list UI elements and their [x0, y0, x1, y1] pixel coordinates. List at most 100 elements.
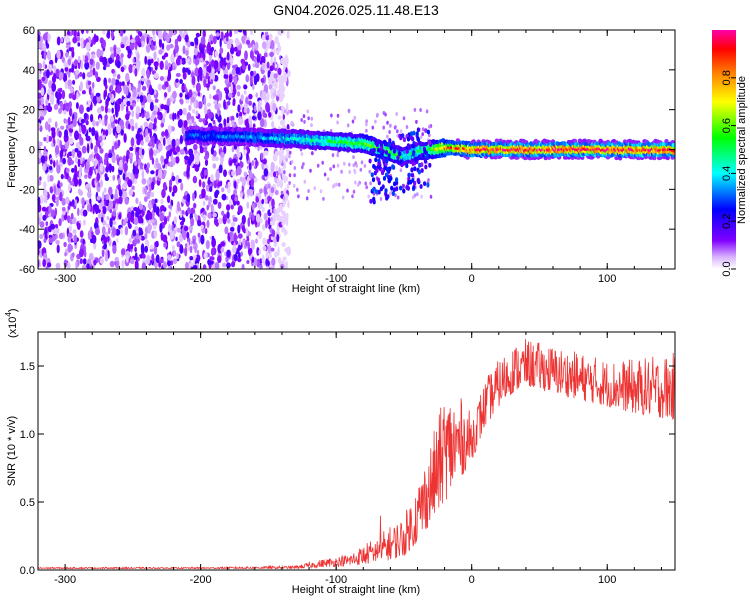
- heatmap-cell: [365, 128, 368, 133]
- heatmap-cell: [244, 90, 247, 95]
- heatmap-cell: [79, 71, 83, 77]
- heatmap-cell: [89, 65, 93, 70]
- heatmap-cell: [224, 184, 229, 189]
- heatmap-cell: [110, 84, 114, 91]
- heatmap-cell: [212, 212, 217, 218]
- heatmap-cell: [181, 210, 185, 215]
- heatmap-cell: [148, 122, 154, 131]
- heatmap-cell: [73, 30, 77, 38]
- heatmap-cell: [237, 233, 243, 239]
- heatmap-cell: [163, 137, 166, 146]
- heatmap-cell: [179, 134, 183, 144]
- heatmap-cell: [175, 72, 181, 78]
- heatmap-cell: [261, 90, 266, 100]
- heatmap-cell: [276, 49, 280, 56]
- heatmap-cell: [204, 195, 209, 201]
- heatmap-cell: [98, 213, 102, 220]
- heatmap-cell: [138, 31, 141, 36]
- heatmap-cell: [187, 56, 192, 65]
- heatmap-cell: [413, 166, 417, 172]
- heatmap-cell: [131, 102, 136, 107]
- heatmap-cell: [175, 52, 179, 58]
- heatmap-cell: [200, 46, 205, 55]
- heatmap-cell: [572, 138, 578, 144]
- heatmap-cell: [424, 164, 428, 170]
- heatmap-cell: [95, 92, 101, 97]
- heatmap-cell: [237, 30, 243, 33]
- heatmap-cell: [150, 191, 155, 198]
- heatmap-cell: [74, 164, 78, 173]
- heatmap-cell: [224, 78, 229, 85]
- heatmap-cell: [260, 77, 265, 83]
- heatmap-cell: [193, 47, 198, 56]
- heatmap-cell: [210, 146, 214, 155]
- heatmap-cell: [259, 117, 265, 128]
- heatmap-cell: [248, 115, 253, 126]
- heatmap-cell: [117, 74, 121, 80]
- heatmap-cell: [232, 101, 236, 107]
- heatmap-cell: [88, 183, 91, 193]
- heatmap-cell: [161, 42, 165, 50]
- heatmap-cell: [185, 88, 188, 95]
- heatmap-cell: [261, 254, 265, 264]
- heatmap-cell: [110, 30, 114, 40]
- heatmap-cell: [40, 96, 44, 106]
- heatmap-cell: [224, 226, 229, 235]
- heatmap-cell: [243, 145, 246, 150]
- heatmap-cell: [192, 192, 195, 202]
- heatmap-cell: [66, 153, 70, 159]
- heatmap-cell: [250, 30, 253, 36]
- heatmap-cell: [302, 114, 306, 119]
- heatmap-cell: [71, 217, 77, 225]
- heatmap-cell: [416, 192, 419, 197]
- heatmap-cell: [164, 65, 169, 70]
- heatmap-cell: [144, 185, 148, 195]
- heatmap-cell: [69, 181, 75, 186]
- heatmap-cell: [109, 46, 114, 52]
- heatmap-cell: [269, 72, 274, 82]
- heatmap-cell: [253, 105, 257, 113]
- heatmap-cell: [79, 248, 84, 258]
- heatmap-cell: [78, 178, 82, 186]
- heatmap-cell: [223, 99, 226, 110]
- heatmap-cell: [221, 193, 227, 201]
- heatmap-cell: [126, 171, 132, 178]
- heatmap-cell: [101, 249, 105, 258]
- heatmap-cell: [61, 90, 66, 100]
- heatmap-cell: [238, 118, 244, 125]
- heatmap-cell: [193, 212, 197, 218]
- heatmap-cell: [185, 99, 190, 104]
- heatmap-cell: [197, 74, 200, 83]
- heatmap-cell: [248, 100, 253, 106]
- heatmap-cell: [162, 261, 167, 269]
- heatmap-cell: [217, 255, 222, 264]
- heatmap-cell: [244, 50, 248, 61]
- heatmap-cell: [220, 247, 225, 253]
- heatmap-cell: [60, 125, 65, 130]
- heatmap-cell: [87, 143, 90, 154]
- heatmap-cell: [102, 191, 105, 202]
- heatmap-cell: [146, 37, 149, 45]
- heatmap-cell: [165, 33, 170, 43]
- heatmap-cell: [38, 196, 41, 207]
- heatmap-cell: [46, 50, 52, 60]
- heatmap-cell: [146, 178, 150, 185]
- heatmap-cell: [56, 49, 61, 60]
- heatmap-cell: [75, 260, 78, 269]
- heatmap-cell: [371, 177, 376, 183]
- heatmap-cells: [38, 30, 675, 269]
- heatmap-cell: [164, 52, 169, 58]
- heatmap-cell: [107, 30, 111, 39]
- heatmap-cell: [221, 210, 225, 216]
- heatmap-cell: [65, 35, 70, 43]
- heatmap-cell: [42, 60, 46, 69]
- heatmap-cell: [96, 95, 101, 103]
- heatmap-cell: [145, 167, 149, 173]
- heatmap-cell: [198, 66, 203, 77]
- heatmap-cell: [158, 168, 163, 179]
- heatmap-cell: [67, 261, 71, 269]
- heatmap-cell: [260, 153, 264, 161]
- heatmap-cell: [425, 109, 429, 114]
- heatmap-cell: [231, 68, 236, 76]
- heatmap-cell: [157, 114, 161, 120]
